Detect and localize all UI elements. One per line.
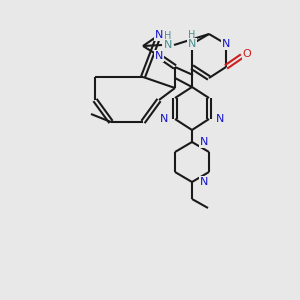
Text: N: N (160, 114, 168, 124)
Text: N: N (200, 137, 208, 147)
Text: N: N (188, 39, 196, 49)
Text: N: N (155, 30, 163, 40)
Text: H: H (188, 30, 196, 40)
Text: N: N (200, 177, 208, 187)
Text: O: O (243, 49, 251, 59)
Text: N: N (164, 40, 172, 50)
Text: N: N (155, 51, 163, 61)
Text: H: H (164, 31, 172, 41)
Text: N: N (216, 114, 224, 124)
Text: N: N (222, 39, 230, 49)
